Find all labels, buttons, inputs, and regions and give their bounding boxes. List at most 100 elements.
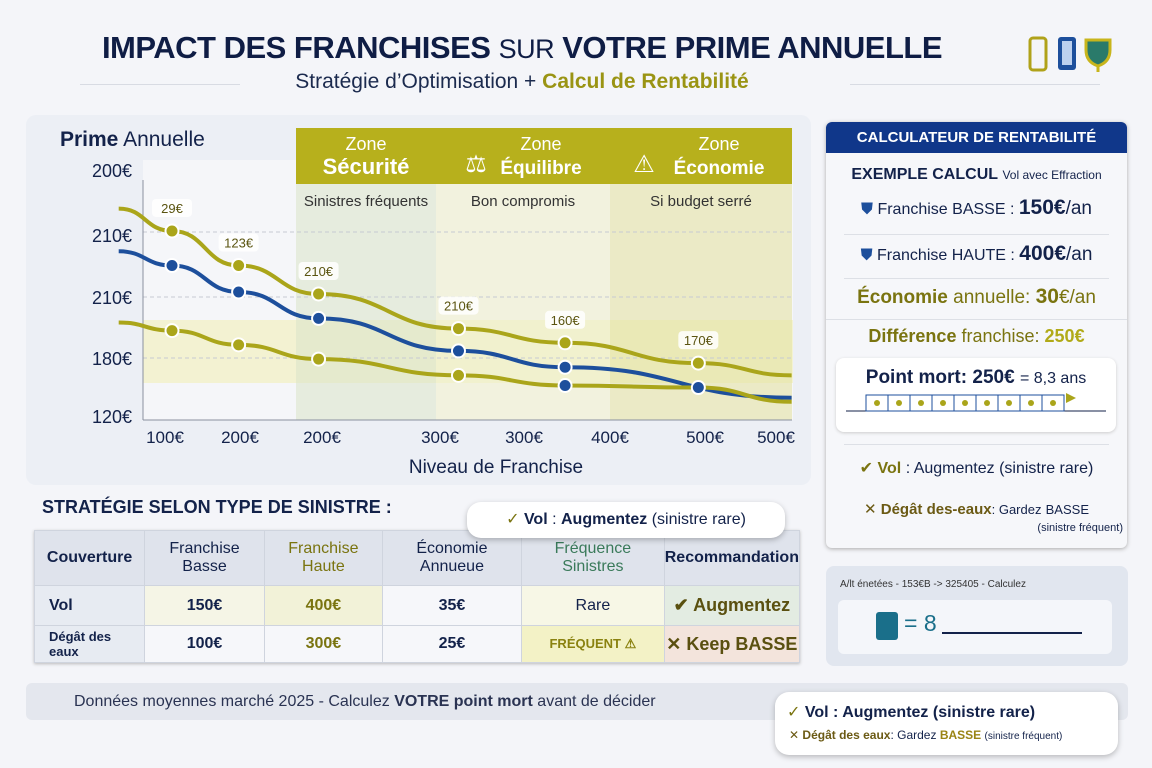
divider [80, 84, 240, 85]
zone-title: Zone [698, 134, 739, 154]
table-cell: ✔ Augmentez [663, 585, 801, 626]
data-point [450, 343, 466, 359]
shield-check-icon: ⛊ [860, 201, 873, 218]
page-title: IMPACT DES FRANCHISES SUR VOTRE PRIME AN… [101, 30, 943, 65]
series-line [118, 320, 792, 404]
calculation-box: A/lt énetées - 153€B -> 325405 - Calcule… [826, 566, 1128, 666]
data-point [231, 258, 247, 274]
zone-title: Économie [674, 157, 765, 179]
zone-title: Zone [520, 134, 561, 154]
vol-advice: ✔ Vol : Augmentez (sinistre rare) [859, 460, 1094, 477]
year-dot [962, 400, 968, 406]
zone-header [436, 128, 610, 184]
shield-trophy-icon [1084, 38, 1112, 72]
degat-advice: ✕ Dégât des-eaux: Gardez BASSE [863, 501, 1089, 518]
divider [850, 84, 1100, 85]
year-dot [1050, 400, 1056, 406]
vol-tooltip: ✓ Vol : Augmentez (sinistre rare) [467, 502, 785, 538]
scale-icon: ⚖ [465, 151, 487, 178]
table-cell: 35€ [381, 585, 523, 626]
column-header: Recommandation [663, 530, 801, 586]
y-tick-label: 210€ [92, 226, 132, 246]
year-dot [1028, 400, 1034, 406]
data-point [450, 367, 466, 383]
table-cell: 400€ [263, 585, 383, 626]
column-header: Franchise Basse [144, 530, 265, 586]
year-dot [984, 400, 990, 406]
column-header: Couverture [33, 530, 146, 586]
x-tick-label: 400€ [591, 428, 629, 447]
warning-icon: ⚠ [633, 151, 655, 178]
table-cell: 150€ [144, 585, 265, 626]
data-label: 210€ [444, 299, 474, 314]
zone-caption: Si budget serré [650, 193, 752, 210]
y-tick-label: 210€ [92, 288, 132, 308]
data-label: 123€ [224, 236, 254, 251]
table-cell: 300€ [263, 625, 383, 663]
shield-check-icon: ⛊ [860, 247, 873, 264]
x-tick-label: 500€ [757, 428, 795, 447]
year-dot [874, 400, 880, 406]
advice-tooltip: ✓ Vol : Augmentez (sinistre rare) ✕ Dégâ… [775, 692, 1118, 755]
page-subtitle: Stratégie d’Optimisation + Calcul de Ren… [295, 70, 749, 93]
table-cell: 100€ [144, 625, 265, 663]
flag-icon [1066, 393, 1076, 403]
example-heading: EXEMPLE CALCUL Vol avec Effraction [851, 166, 1102, 183]
data-label-bg [152, 198, 192, 217]
cross-icon: ✕ [863, 501, 877, 518]
data-point [690, 380, 706, 396]
zone-caption: Sinistres fréquents [304, 193, 428, 210]
x-tick-label: 300€ [505, 428, 543, 447]
data-point [450, 321, 466, 337]
annual-savings: Économie annuelle: 30€/an [857, 285, 1096, 308]
y-tick-label: 120€ [92, 407, 132, 427]
x-tick-label: 300€ [421, 428, 459, 447]
data-point [311, 310, 327, 326]
x-tick-label: 100€ [146, 428, 184, 447]
year-dot [896, 400, 902, 406]
data-label-bg [545, 310, 586, 329]
data-point [164, 323, 180, 339]
x-tick-label: 200€ [303, 428, 341, 447]
row-label: Dégât des eaux [33, 625, 146, 663]
data-label-bg [298, 262, 339, 280]
zone-title: Équilibre [500, 157, 581, 179]
header-icons [1028, 36, 1112, 72]
series-line [118, 249, 792, 400]
y-tick-label: 200€ [92, 161, 132, 181]
data-point [164, 223, 180, 239]
data-point [557, 335, 573, 351]
calculator-title: CALCULATEUR DE RENTABILITÉ [826, 122, 1127, 153]
data-point [690, 355, 706, 371]
break-even-box: Point mort: 250€ = 8,3 ans [836, 358, 1116, 432]
franchise-difference: Différence franchise: 250€ [868, 326, 1085, 346]
series-line [118, 206, 792, 378]
break-even-timeline [846, 393, 1106, 412]
column-header: Économie Annueue [381, 530, 523, 586]
table-cell: 25€ [381, 625, 523, 663]
zone-caption: Bon compromis [471, 193, 575, 210]
data-point [164, 258, 180, 274]
column-header: Franchise Haute [263, 530, 383, 586]
data-label: 160€ [551, 313, 581, 328]
x-axis-label: Niveau de Franchise [409, 457, 583, 478]
table-cell: ✕ Keep BASSE [663, 625, 801, 663]
column-header: Fréquence Sinistres [521, 530, 665, 586]
check-circle-icon: ✔ [859, 460, 874, 477]
row-label: Vol [33, 585, 146, 626]
zone-header [296, 128, 436, 184]
year-dot [940, 400, 946, 406]
data-point [557, 378, 573, 393]
progress-track [942, 632, 1082, 634]
x-tick-label: 200€ [221, 428, 259, 447]
data-label-bg [438, 296, 479, 315]
premium-chart: Prime Annuelle Niveau de Franchise 200€ 2… [60, 128, 795, 478]
data-point [311, 286, 327, 302]
data-label: 170€ [684, 333, 714, 348]
table-cell: FRÉQUENT ⚠ [521, 625, 665, 663]
calculator-icon [876, 612, 898, 640]
x-tick-label: 500€ [686, 428, 724, 447]
data-point [557, 359, 573, 375]
franchise-haute: ⛊ Franchise HAUTE : 400€/an [860, 242, 1093, 265]
data-label: 29€ [161, 201, 183, 216]
